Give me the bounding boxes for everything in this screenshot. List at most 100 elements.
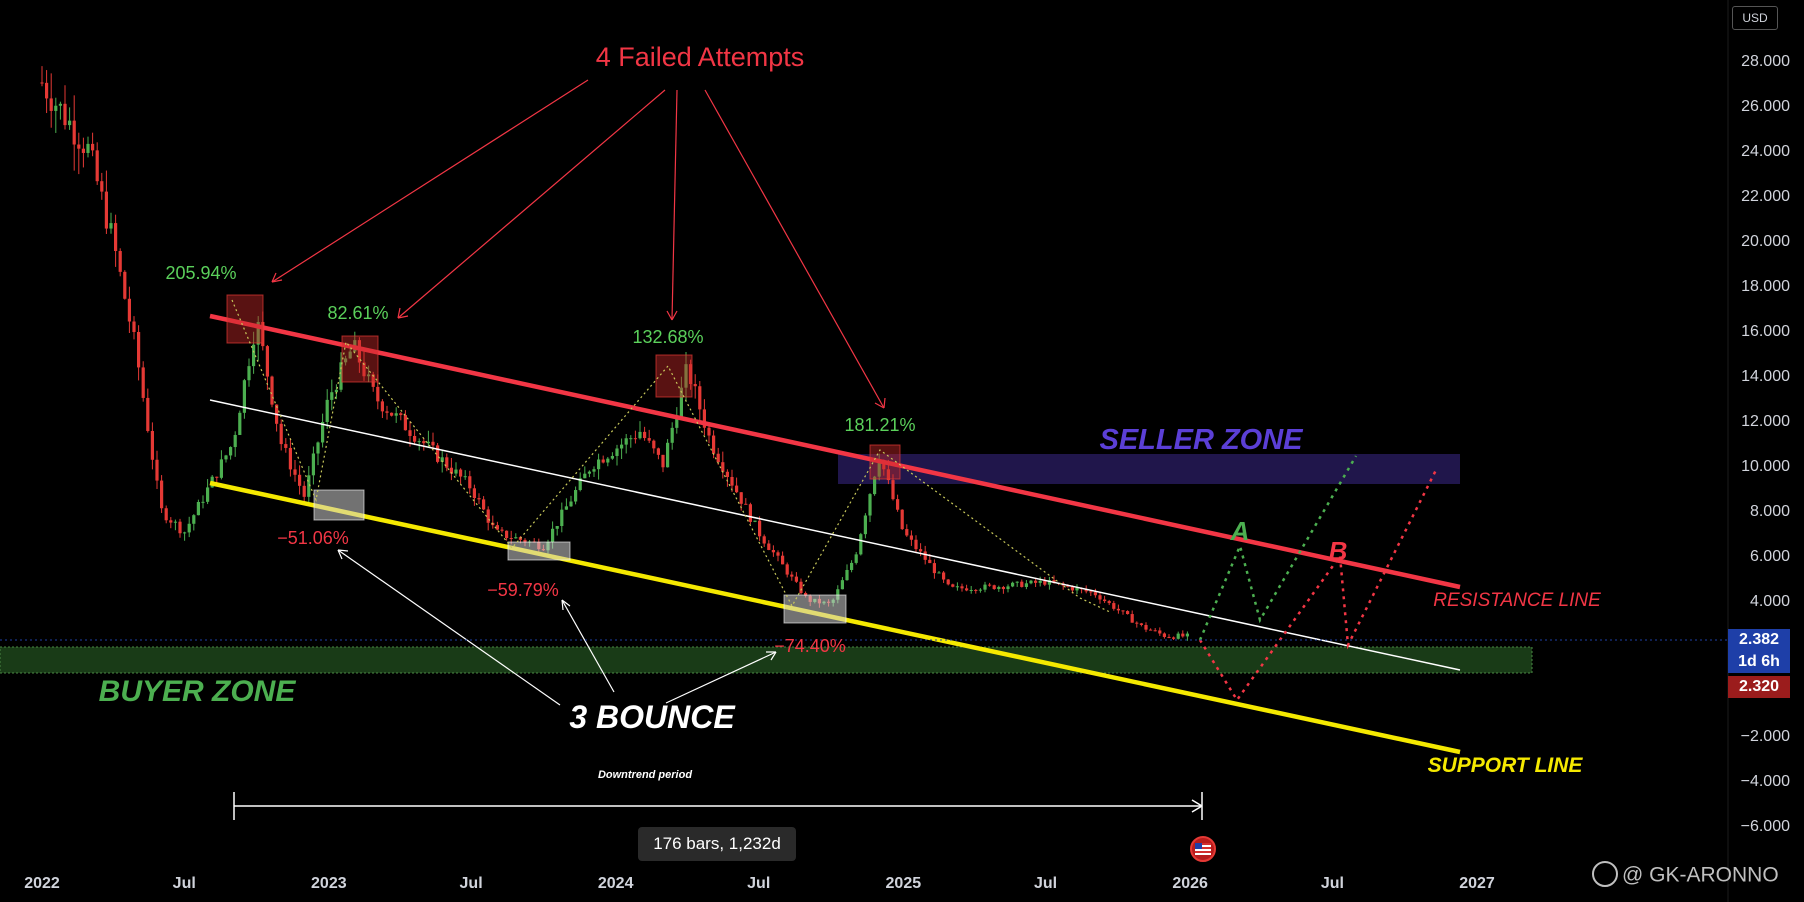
failed-attempt-boxes xyxy=(226,294,901,480)
candle-body xyxy=(367,374,371,377)
candle-body xyxy=(689,364,693,385)
candle-body xyxy=(845,569,849,581)
downtrend-label: Downtrend period xyxy=(598,769,692,781)
candle-body xyxy=(707,427,711,436)
candle-body xyxy=(868,494,872,516)
us-flag-event-icon[interactable] xyxy=(1190,836,1216,862)
pct-down-3: −74.40% xyxy=(774,636,846,656)
candle-body xyxy=(288,447,292,470)
candle-body xyxy=(1024,583,1028,587)
price-tick-label: 20.000 xyxy=(1741,233,1790,250)
candle-body xyxy=(914,539,918,550)
candle-body xyxy=(514,537,518,539)
candle-body xyxy=(753,520,757,522)
candle-body xyxy=(224,455,228,460)
support-line-label: SUPPORT LINE xyxy=(1428,754,1584,777)
candle-body xyxy=(270,376,274,405)
candle-body xyxy=(463,476,467,478)
candle-body xyxy=(551,528,555,542)
candle-body xyxy=(1047,580,1051,585)
candle-body xyxy=(206,487,210,502)
prev-price-badge: 2.320 xyxy=(1728,676,1790,698)
swing-zigzag xyxy=(231,299,1111,613)
candle-body xyxy=(1176,633,1180,639)
candle-body xyxy=(449,467,453,474)
scenario-b-path xyxy=(1198,469,1438,703)
candle-body xyxy=(937,572,941,574)
candle-body xyxy=(1098,595,1102,600)
candle-body xyxy=(357,340,361,363)
candle-body xyxy=(597,459,601,470)
candle-body xyxy=(661,454,665,468)
candle-body xyxy=(978,589,982,591)
price-tick-label: 10.000 xyxy=(1741,458,1790,475)
candle-body xyxy=(992,585,996,589)
candle-body xyxy=(643,431,647,439)
candle-body xyxy=(652,440,656,449)
candle-body xyxy=(836,589,840,600)
currency-label[interactable]: USD xyxy=(1732,6,1778,30)
candle-body xyxy=(574,490,578,502)
candle-body xyxy=(804,593,808,596)
candle-body xyxy=(505,530,509,539)
candle-body xyxy=(192,515,196,524)
scenario-b-label: B xyxy=(1329,536,1348,566)
candle-body xyxy=(1103,599,1107,602)
candle-body xyxy=(988,584,992,586)
candle-body xyxy=(403,415,407,431)
time-tick-label: 2025 xyxy=(886,875,922,892)
candle-body xyxy=(1006,586,1010,590)
candle-body xyxy=(284,444,288,448)
candle-body xyxy=(155,459,159,481)
time-tick-label: 2023 xyxy=(311,875,347,892)
pct-up-2: 82.61% xyxy=(327,303,388,323)
candle-body xyxy=(1167,636,1171,638)
time-tick-label: 2027 xyxy=(1459,875,1495,892)
pct-up-3: 132.68% xyxy=(632,327,703,347)
candle-body xyxy=(1139,623,1143,625)
candle-body xyxy=(325,399,329,422)
candle-body xyxy=(58,103,62,106)
candle-body xyxy=(583,473,587,479)
candle-body xyxy=(344,358,348,363)
candle-body xyxy=(298,474,302,486)
price-axis[interactable]: 28.000 26.000 24.000 22.000 20.000 18.000 16.0… xyxy=(1741,53,1790,835)
candle-body xyxy=(238,412,242,435)
candle-body xyxy=(394,413,398,416)
candle-body xyxy=(675,417,679,428)
candle-body xyxy=(45,82,49,99)
buyer-zone-label: BUYER ZONE xyxy=(99,675,297,708)
candle-body xyxy=(1043,580,1047,585)
candle-body xyxy=(86,143,90,153)
candle-body xyxy=(730,476,734,486)
candle-body xyxy=(587,471,591,474)
candle-body xyxy=(744,503,748,505)
candle-body xyxy=(785,564,789,575)
last-price-badge: 2.382 xyxy=(1728,629,1790,651)
time-axis[interactable]: 2022 Jul 2023 Jul 2024 Jul 2025 Jul 2026 Jul 2027 xyxy=(24,875,1495,892)
candle-body xyxy=(900,509,904,530)
candle-body xyxy=(330,392,334,400)
candle-body xyxy=(923,551,927,560)
candle-body xyxy=(555,525,559,529)
candle-body xyxy=(459,469,463,477)
candle-body xyxy=(187,523,191,533)
candle-body xyxy=(362,362,366,377)
candle-body xyxy=(886,469,890,481)
candle-body xyxy=(436,445,440,462)
candle-body xyxy=(896,499,900,510)
candle-body xyxy=(946,579,950,585)
tradingview-icon xyxy=(1592,861,1618,887)
candle-body xyxy=(311,453,315,476)
candle-body xyxy=(265,346,269,377)
candle-body xyxy=(592,469,596,472)
candle-body xyxy=(196,501,200,516)
candle-body xyxy=(49,98,53,111)
candle-body xyxy=(1149,629,1153,631)
candle-body xyxy=(790,574,794,577)
candle-body xyxy=(735,485,739,493)
candle-body xyxy=(965,588,969,591)
bounce-label: 3 BOUNCE xyxy=(569,699,736,735)
candle-body xyxy=(1020,581,1024,587)
